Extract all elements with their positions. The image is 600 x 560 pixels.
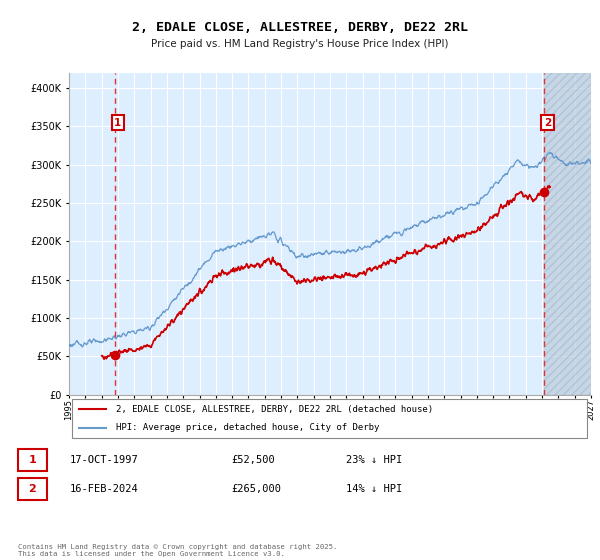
FancyBboxPatch shape <box>18 478 47 501</box>
Text: 1: 1 <box>114 118 121 128</box>
Text: 2: 2 <box>544 118 551 128</box>
FancyBboxPatch shape <box>18 449 47 471</box>
Text: 2: 2 <box>28 484 36 494</box>
FancyBboxPatch shape <box>71 399 587 438</box>
Text: HPI: Average price, detached house, City of Derby: HPI: Average price, detached house, City… <box>116 423 379 432</box>
Bar <box>544 73 591 395</box>
Text: 23% ↓ HPI: 23% ↓ HPI <box>346 455 403 465</box>
Text: £265,000: £265,000 <box>231 484 281 494</box>
Text: Price paid vs. HM Land Registry's House Price Index (HPI): Price paid vs. HM Land Registry's House … <box>151 39 449 49</box>
Text: Contains HM Land Registry data © Crown copyright and database right 2025.
This d: Contains HM Land Registry data © Crown c… <box>18 544 337 557</box>
Text: 16-FEB-2024: 16-FEB-2024 <box>70 484 139 494</box>
Text: 1: 1 <box>28 455 36 465</box>
Text: 14% ↓ HPI: 14% ↓ HPI <box>346 484 403 494</box>
Text: 2, EDALE CLOSE, ALLESTREE, DERBY, DE22 2RL (detached house): 2, EDALE CLOSE, ALLESTREE, DERBY, DE22 2… <box>116 405 433 414</box>
Text: 17-OCT-1997: 17-OCT-1997 <box>70 455 139 465</box>
Text: £52,500: £52,500 <box>231 455 275 465</box>
Text: 2, EDALE CLOSE, ALLESTREE, DERBY, DE22 2RL: 2, EDALE CLOSE, ALLESTREE, DERBY, DE22 2… <box>132 21 468 34</box>
